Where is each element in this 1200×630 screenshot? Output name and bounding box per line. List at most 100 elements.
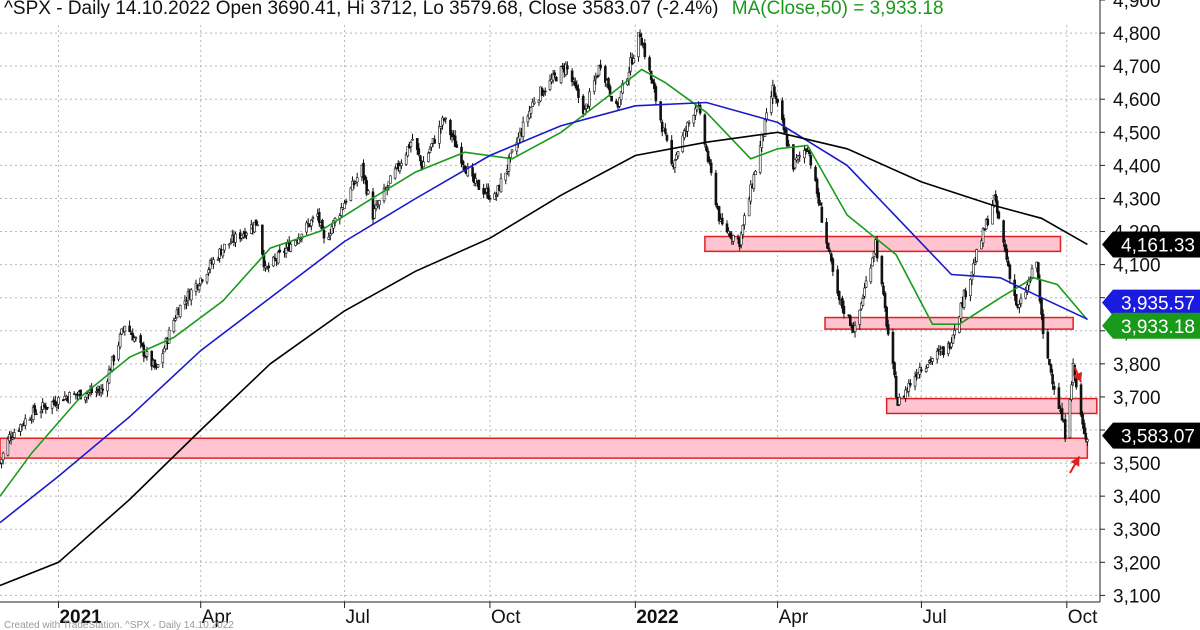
candle-body — [676, 151, 680, 157]
candle-body — [371, 191, 375, 220]
candle-body — [1082, 422, 1086, 435]
candle-body — [365, 180, 368, 195]
candle-body — [229, 242, 233, 245]
candle-body — [559, 66, 563, 84]
candle-body — [526, 115, 530, 123]
ma-line — [0, 131, 1088, 587]
candle-body — [758, 145, 762, 173]
candle-body — [185, 301, 188, 304]
candle-body — [675, 154, 678, 160]
candle-body — [784, 128, 787, 134]
candle-body — [207, 269, 210, 274]
candle-body — [167, 329, 171, 344]
candle-body — [705, 145, 708, 151]
candle-body — [23, 418, 27, 426]
candle-body — [494, 195, 498, 197]
candle-body — [79, 389, 82, 400]
x-tick-label: 2021 — [59, 607, 102, 628]
candle-body — [289, 244, 293, 252]
candle-body — [433, 139, 436, 144]
candle-body — [422, 161, 425, 168]
candle-body — [1024, 291, 1028, 299]
chart-header: ^SPX - Daily 14.10.2022 Open 3690.41, Hi… — [4, 0, 944, 19]
header-ma-text: MA(Close,50) = 3,933.18 — [732, 0, 944, 19]
candle-body — [570, 70, 574, 83]
candle-body — [997, 211, 1001, 219]
candle-body — [604, 66, 607, 83]
y-tick-label: 4,100 — [1113, 256, 1161, 277]
candle-body — [994, 194, 997, 201]
candle-body — [20, 424, 24, 427]
candle-body — [621, 82, 625, 94]
candle-body — [828, 249, 832, 253]
y-tick-label: 3,200 — [1113, 553, 1161, 574]
value-tag — [1102, 422, 1200, 449]
candle-body — [253, 221, 256, 233]
annotation-arrows — [1069, 366, 1083, 474]
candle-body — [449, 119, 452, 136]
candle-body — [950, 342, 953, 348]
y-tick-label: 4,700 — [1113, 57, 1161, 78]
candle-body — [907, 383, 911, 392]
candle-body — [561, 65, 564, 68]
candle-body — [875, 240, 879, 259]
candle-body — [441, 117, 444, 126]
candle-body — [409, 141, 413, 147]
candle-body — [400, 163, 403, 166]
candle-body — [848, 315, 852, 327]
candle-body — [19, 424, 22, 432]
arrow-head — [1070, 456, 1080, 467]
candle-body — [216, 258, 220, 261]
candle-body — [607, 78, 610, 89]
candle-body — [415, 138, 419, 150]
candle-body — [518, 131, 522, 140]
candle-body — [120, 328, 123, 335]
candle-body — [637, 32, 640, 58]
candle-body — [150, 350, 154, 367]
candle-body — [853, 325, 857, 333]
candle-body — [935, 350, 939, 360]
grid-lines — [0, 0, 1100, 602]
candle-body — [387, 181, 391, 187]
candle-body — [483, 192, 487, 194]
candle-body — [858, 309, 862, 325]
candle-body — [659, 101, 662, 121]
candle-body — [692, 115, 696, 124]
candle-body — [615, 100, 618, 104]
candle-body — [1081, 414, 1084, 425]
candle-body — [573, 81, 577, 87]
candle-body — [428, 148, 432, 153]
candle-body — [871, 257, 874, 267]
candle-body — [782, 118, 786, 131]
candle-body — [197, 285, 201, 290]
candle-body — [920, 369, 923, 372]
candle-body — [796, 155, 800, 160]
candle-body — [683, 130, 686, 138]
candle-body — [815, 179, 819, 195]
candle-body — [885, 306, 888, 327]
candle-body — [931, 358, 934, 362]
candle-body — [769, 96, 773, 113]
candle-body — [670, 140, 673, 164]
candle-body — [651, 79, 655, 84]
candle-body — [709, 162, 713, 174]
candle-body — [883, 292, 887, 309]
moving-average-lines — [0, 68, 1089, 587]
candle-body — [592, 80, 596, 92]
candle-body — [330, 226, 334, 235]
candle-body — [739, 232, 743, 246]
candle-body — [110, 356, 114, 371]
candle-body — [752, 174, 756, 190]
candle-body — [482, 188, 485, 195]
header-quote-text: ^SPX - Daily 14.10.2022 Open 3690.41, Hi… — [4, 0, 719, 19]
candle-body — [785, 134, 789, 147]
candle-body — [640, 37, 643, 46]
candle-body — [973, 262, 977, 265]
candle-body — [727, 230, 730, 235]
candle-body — [133, 337, 136, 342]
candle-body — [50, 401, 54, 409]
ma-line — [0, 68, 1089, 497]
candle-body — [577, 88, 580, 98]
candle-body — [841, 298, 844, 309]
